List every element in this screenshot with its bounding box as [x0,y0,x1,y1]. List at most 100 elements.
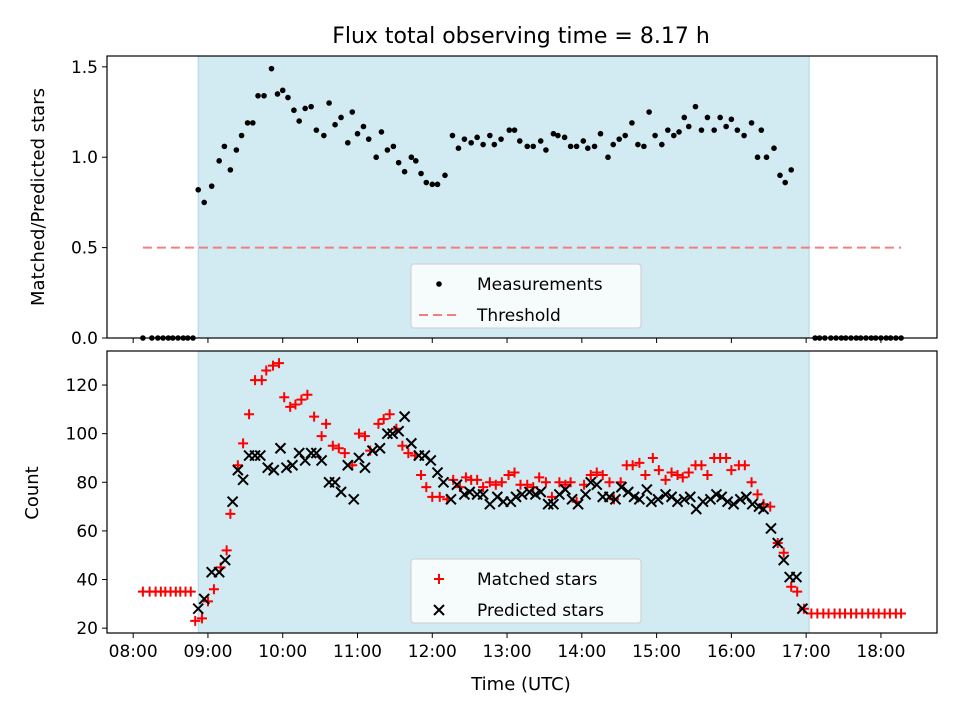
data-point [423,179,430,186]
data-point [196,613,207,624]
data-point [796,602,809,615]
data-point [268,360,278,371]
data-point [585,469,596,480]
data-point [676,129,682,135]
data-point [681,114,688,121]
data-point [652,493,664,506]
data-point [384,147,391,153]
data-point [678,493,690,506]
data-point [192,602,204,615]
data-point [734,127,741,133]
x-tick-label: 18:00 [856,642,905,662]
data-point [279,392,290,403]
data-point [316,431,327,442]
data-point [561,134,568,141]
data-point [698,127,705,133]
data-point [739,460,750,471]
data-point [342,459,354,471]
data-point [226,496,239,508]
data-point [254,449,266,462]
data-point [754,154,761,161]
data-point [237,474,249,486]
data-point [717,114,723,121]
data-point [416,469,427,480]
data-point [384,409,395,420]
legend-box [410,263,642,329]
data-point [398,410,411,423]
data-point [285,401,296,412]
data-point [746,477,757,488]
data-point [721,452,732,463]
data-point [238,132,245,139]
data-point [354,130,361,137]
data-point [534,472,545,483]
data-point [339,448,350,459]
data-point [291,107,297,114]
data-point [392,425,405,437]
data-point [262,461,274,474]
data-point [677,472,688,483]
data-point [711,127,717,133]
data-point [250,120,256,126]
y-tick-label: 0.0 [71,329,98,349]
data-point [461,136,468,142]
data-point [778,547,789,558]
data-point [765,522,777,535]
chart-title: Flux total observing time = 8.17 h [332,24,710,49]
data-point [221,545,232,556]
data-point [741,132,747,139]
data-point [757,503,770,515]
data-point [463,486,476,498]
data-point [559,483,572,496]
data-point [429,181,436,188]
data-point [333,443,344,454]
data-point [359,461,371,474]
data-point [496,477,507,488]
data-point [344,139,351,146]
data-point [338,114,344,121]
x-tick-label: 11:00 [333,642,382,662]
data-point [896,608,907,619]
data-point [772,537,784,549]
legend-label: Threshold [476,306,561,326]
data-point [560,479,571,490]
data-point [401,168,408,175]
data-point [516,488,528,501]
data-point [366,444,379,457]
data-point [285,94,291,101]
data-point [511,127,518,133]
data-point [603,491,616,503]
data-point [431,466,444,479]
data-point [530,143,537,150]
data-point [208,183,215,189]
data-point [788,167,794,173]
data-point [434,181,441,188]
data-point [418,170,424,177]
data-point [580,138,587,144]
data-point [478,482,489,493]
legend-swatch [433,604,445,616]
y-tick-label: 0.5 [71,239,98,259]
data-point [216,158,222,164]
data-point [445,493,457,506]
data-point [573,143,580,150]
data-point [645,496,658,508]
data-point [238,438,249,449]
data-point [542,498,554,510]
data-point [225,508,236,519]
legend-label: Matched stars [477,570,597,590]
data-point [646,109,652,115]
data-point [554,477,565,488]
data-point [219,554,231,566]
top-y-axis-label: Matched/Predicted stars [28,88,49,306]
data-point [255,92,261,99]
bottom-y-axis-label: Count [22,466,43,519]
data-point [653,465,664,476]
data-point [659,141,665,148]
data-point [373,154,379,161]
data-point [397,440,408,451]
data-point [378,414,389,425]
data-point [308,103,314,110]
x-tick-label: 12:00 [408,642,457,662]
